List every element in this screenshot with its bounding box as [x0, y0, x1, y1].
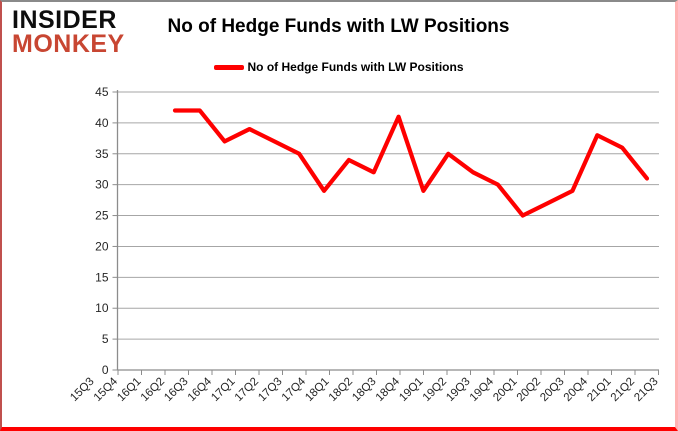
y-axis-tick-label: 20: [95, 239, 109, 253]
x-axis-tick-label: 15Q3: [68, 376, 96, 404]
x-axis-tick-label: 17Q2: [233, 376, 261, 404]
x-axis-tick-label: 19Q4: [468, 375, 497, 404]
x-axis-tick-label: 18Q1: [303, 376, 331, 404]
x-axis-tick-label: 19Q2: [421, 376, 449, 404]
x-axis-tick-label: 18Q3: [350, 376, 378, 404]
x-axis-tick-label: 19Q1: [397, 376, 425, 404]
x-axis-tick-label: 18Q2: [327, 376, 355, 404]
x-axis-tick-label: 17Q3: [256, 376, 284, 404]
x-axis-tick-label: 19Q3: [444, 376, 472, 404]
y-axis-tick-label: 10: [95, 301, 109, 315]
y-axis-tick-label: 40: [95, 116, 109, 130]
x-axis-tick-label: 20Q4: [562, 375, 591, 404]
x-axis-tick-label: 20Q2: [515, 376, 543, 404]
insider-monkey-logo: INSIDER MONKEY: [12, 6, 125, 58]
x-axis-tick-label: 21Q3: [632, 376, 660, 404]
x-axis-tick-label: 20Q1: [491, 376, 519, 404]
y-axis-tick-label: 5: [102, 332, 109, 346]
x-axis-tick-label: 15Q4: [92, 375, 121, 404]
x-axis-tick-label: 20Q3: [538, 376, 566, 404]
x-axis-tick-label: 17Q4: [280, 375, 309, 404]
x-axis-tick-label: 16Q4: [186, 375, 215, 404]
chart-legend: No of Hedge Funds with LW Positions: [2, 60, 675, 74]
legend-label: No of Hedge Funds with LW Positions: [247, 60, 464, 74]
x-axis-tick-label: 17Q1: [209, 376, 237, 404]
y-axis-tick-label: 15: [95, 270, 109, 284]
y-axis-tick-label: 45: [95, 85, 109, 99]
x-axis-tick-label: 16Q2: [139, 376, 167, 404]
legend-line-swatch-icon: [213, 64, 244, 70]
x-axis-tick-label: 16Q1: [115, 376, 143, 404]
logo-line-insider: INSIDER: [12, 6, 117, 34]
x-axis-tick-label: 16Q3: [162, 376, 190, 404]
y-axis-tick-label: 35: [95, 147, 109, 161]
x-axis-tick-label: 21Q1: [585, 376, 613, 404]
y-axis-tick-label: 30: [95, 178, 109, 192]
y-axis-tick-label: 25: [95, 209, 109, 223]
x-axis-tick-label: 18Q4: [374, 375, 403, 404]
chart-title: No of Hedge Funds with LW Positions: [167, 16, 510, 37]
logo-line-monkey: MONKEY: [12, 30, 125, 58]
x-axis-tick-label: 21Q2: [609, 376, 637, 404]
data-line-series: [172, 108, 650, 218]
y-axis-tick-label: 0: [102, 363, 109, 377]
